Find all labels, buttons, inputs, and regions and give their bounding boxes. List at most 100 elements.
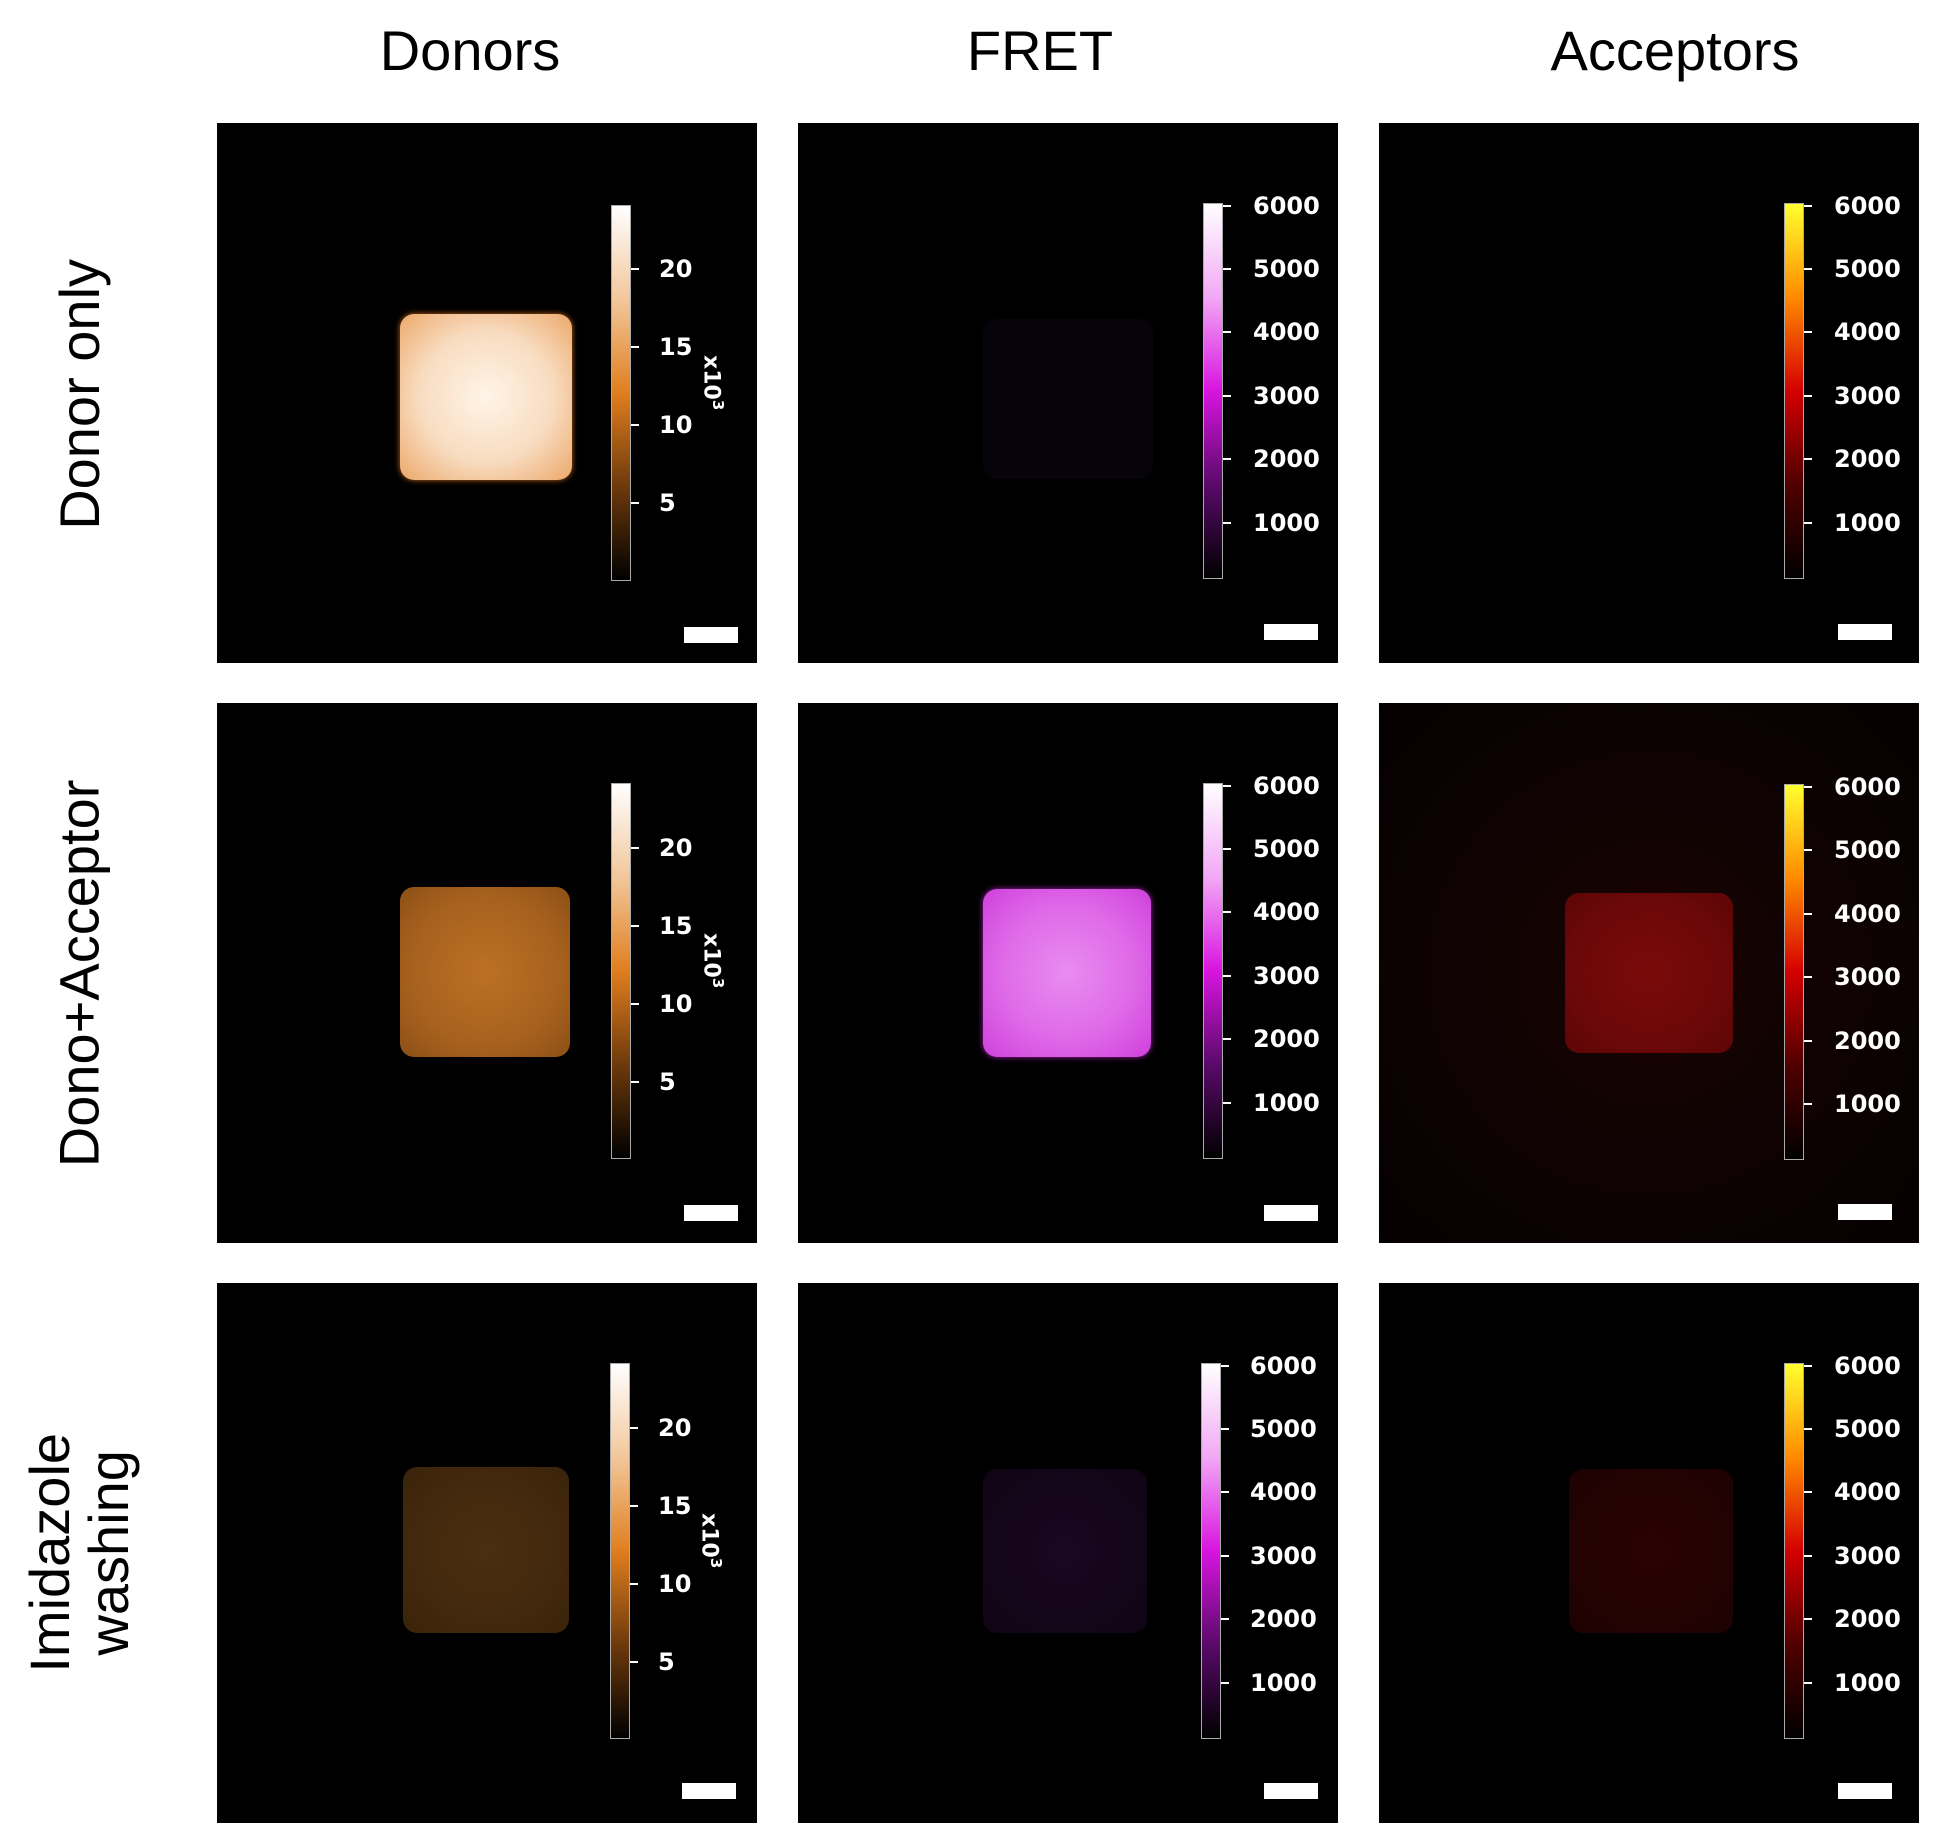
colorbar-tick xyxy=(1223,975,1231,977)
row-title-imidazole-washing: Imidazole washing xyxy=(18,1433,141,1673)
colorbar-tick xyxy=(1804,331,1812,333)
colorbar-tick xyxy=(631,1081,639,1083)
colorbar-tick-label: 5000 xyxy=(1253,255,1320,283)
colorbar-tick-label: 15 xyxy=(658,1492,692,1520)
colorbar-tick xyxy=(1221,1682,1229,1684)
colorbar-tick-label: 3000 xyxy=(1834,963,1901,991)
colorbar-tick-label: 2000 xyxy=(1253,1025,1320,1053)
scale-bar xyxy=(1838,1783,1892,1799)
sample-square xyxy=(1569,1469,1733,1633)
colorbar-tick xyxy=(1804,976,1812,978)
colorbar-tick-label: 10 xyxy=(658,1570,692,1598)
colorbar-tick-label: 1000 xyxy=(1253,1089,1320,1117)
colorbar-exponent-label: x103 xyxy=(696,1513,725,1569)
column-title-acceptors: Acceptors xyxy=(1550,19,1800,82)
colorbar-tick-label: 5000 xyxy=(1834,255,1901,283)
colorbar-tick xyxy=(1223,331,1231,333)
colorbar-tick xyxy=(1804,205,1812,207)
colorbar-tick-label: 1000 xyxy=(1834,509,1901,537)
colorbar-tick xyxy=(631,346,639,348)
colorbar-tick xyxy=(631,268,639,270)
sample-square xyxy=(400,887,570,1057)
panel-donor-acceptor-donors: 20 15 10 5 x103 xyxy=(217,703,757,1243)
colorbar-tick xyxy=(630,1427,638,1429)
colorbar-tick-label: 4000 xyxy=(1834,900,1901,928)
sample-square xyxy=(403,1467,569,1633)
colorbar-tick xyxy=(1223,395,1231,397)
panel-donor-acceptor-acceptors: 6000 5000 4000 3000 2000 1000 xyxy=(1379,703,1919,1243)
colorbar-exponent-label: x103 xyxy=(698,355,727,411)
colorbar-tick-label: 1000 xyxy=(1253,509,1320,537)
colorbar-tick xyxy=(1804,395,1812,397)
colorbar-donors xyxy=(611,205,631,581)
colorbar-tick xyxy=(1221,1491,1229,1493)
colorbar-tick-label: 5000 xyxy=(1253,835,1320,863)
column-title-donors: Donors xyxy=(379,19,561,82)
scale-bar xyxy=(682,1783,736,1799)
colorbar-tick xyxy=(1804,1682,1812,1684)
colorbar-tick xyxy=(1223,848,1231,850)
colorbar-tick xyxy=(1221,1618,1229,1620)
colorbar-tick xyxy=(1804,268,1812,270)
colorbar-tick xyxy=(1223,1038,1231,1040)
scale-bar xyxy=(1838,624,1892,640)
colorbar-tick-label: 5 xyxy=(658,1648,675,1676)
colorbar-tick xyxy=(631,847,639,849)
panel-donor-only-acceptors: 6000 5000 4000 3000 2000 1000 xyxy=(1379,123,1919,663)
colorbar-tick xyxy=(630,1505,638,1507)
scale-bar xyxy=(1838,1204,1892,1220)
colorbar-acceptors xyxy=(1784,1363,1804,1739)
colorbar-tick-label: 6000 xyxy=(1250,1352,1317,1380)
colorbar-tick xyxy=(631,925,639,927)
sample-square xyxy=(983,1469,1147,1633)
colorbar-tick-label: 4000 xyxy=(1253,318,1320,346)
colorbar-tick xyxy=(1804,849,1812,851)
colorbar-tick xyxy=(1804,458,1812,460)
colorbar-tick xyxy=(1221,1365,1229,1367)
colorbar-tick xyxy=(1223,268,1231,270)
colorbar-tick-label: 4000 xyxy=(1834,318,1901,346)
colorbar-tick-label: 20 xyxy=(659,255,693,283)
colorbar-tick-label: 1000 xyxy=(1250,1669,1317,1697)
panel-imidazole-donors: 20 15 10 5 x103 xyxy=(217,1283,757,1823)
colorbar-tick-label: 6000 xyxy=(1834,192,1901,220)
panel-donor-acceptor-fret: 6000 5000 4000 3000 2000 1000 xyxy=(798,703,1338,1243)
panel-imidazole-fret: 6000 5000 4000 3000 2000 1000 xyxy=(798,1283,1338,1823)
colorbar-tick-label: 2000 xyxy=(1253,445,1320,473)
colorbar-tick-label: 2000 xyxy=(1834,1027,1901,1055)
colorbar-tick xyxy=(631,1003,639,1005)
colorbar-tick-label: 15 xyxy=(659,333,693,361)
colorbar-tick xyxy=(1804,1365,1812,1367)
colorbar-fret xyxy=(1201,1363,1221,1739)
colorbar-tick xyxy=(1223,458,1231,460)
colorbar-tick xyxy=(1804,1103,1812,1105)
colorbar-tick-label: 2000 xyxy=(1834,1605,1901,1633)
colorbar-tick xyxy=(1223,522,1231,524)
sample-square xyxy=(983,889,1151,1057)
colorbar-tick-label: 2000 xyxy=(1834,445,1901,473)
scale-bar xyxy=(1264,1783,1318,1799)
colorbar-tick-label: 6000 xyxy=(1834,1352,1901,1380)
colorbar-tick xyxy=(1804,1618,1812,1620)
colorbar-tick-label: 5 xyxy=(659,1068,676,1096)
colorbar-tick xyxy=(1804,913,1812,915)
colorbar-tick-label: 5000 xyxy=(1250,1415,1317,1443)
column-title-fret: FRET xyxy=(966,19,1114,82)
colorbar-tick-label: 3000 xyxy=(1834,382,1901,410)
colorbar-tick-label: 5 xyxy=(659,489,676,517)
colorbar-tick xyxy=(1804,786,1812,788)
colorbar-acceptors xyxy=(1784,203,1804,579)
colorbar-tick xyxy=(1804,1040,1812,1042)
colorbar-tick xyxy=(1804,1428,1812,1430)
colorbar-tick-label: 1000 xyxy=(1834,1669,1901,1697)
colorbar-fret xyxy=(1203,203,1223,579)
colorbar-tick-label: 1000 xyxy=(1834,1090,1901,1118)
colorbar-tick xyxy=(1221,1428,1229,1430)
colorbar-tick xyxy=(1221,1555,1229,1557)
colorbar-tick-label: 4000 xyxy=(1253,898,1320,926)
scale-bar xyxy=(684,1205,738,1221)
colorbar-tick-label: 2000 xyxy=(1250,1605,1317,1633)
colorbar-tick xyxy=(1223,785,1231,787)
panel-donor-only-donors: 20 15 10 5 x103 xyxy=(217,123,757,663)
colorbar-tick xyxy=(630,1583,638,1585)
